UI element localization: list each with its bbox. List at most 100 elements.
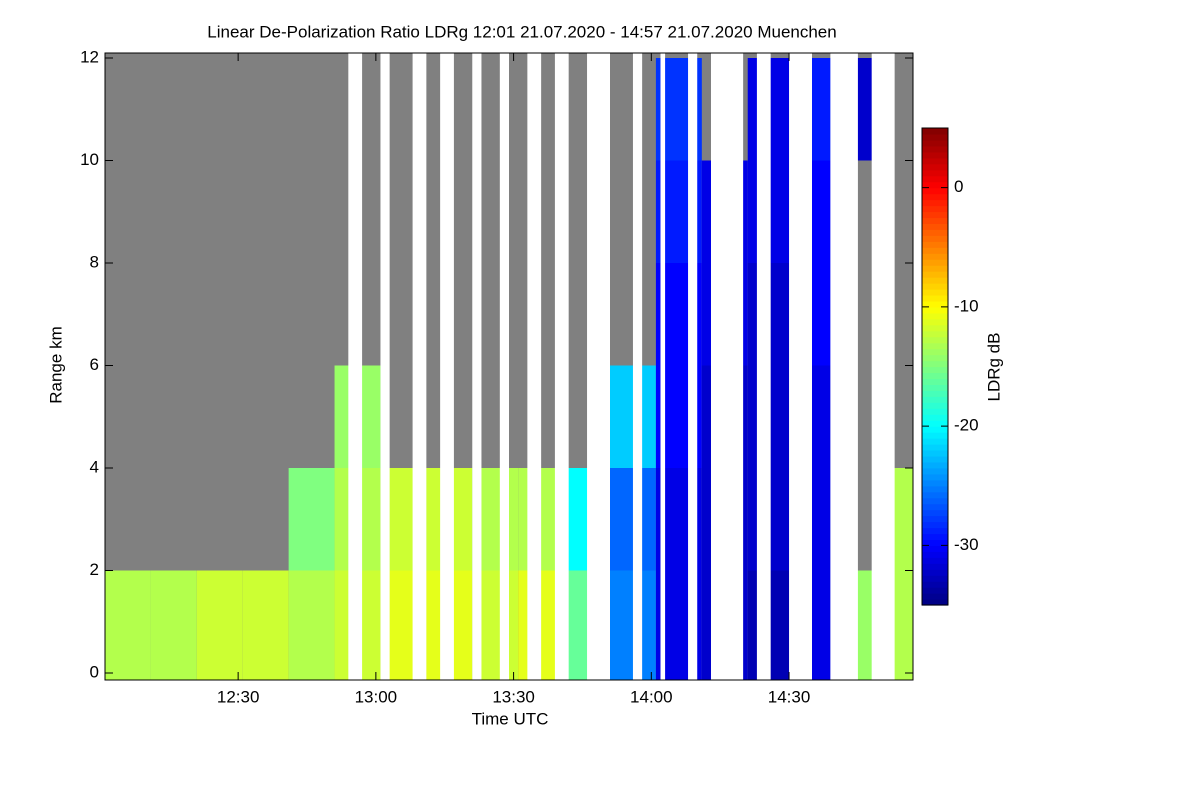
colorbar-swatch — [922, 581, 948, 588]
y-tick-label: 0 — [90, 662, 99, 681]
colorbar-swatch — [922, 277, 948, 284]
colorbar-swatch — [922, 557, 948, 564]
colorbar-swatch — [922, 461, 948, 469]
heatmap-cell — [747, 468, 794, 571]
colorbar-swatch — [922, 414, 948, 421]
colorbar-swatch — [922, 217, 948, 224]
colorbar-swatch — [922, 300, 948, 308]
data-gap — [660, 53, 666, 680]
colorbar-swatch — [922, 384, 948, 391]
y-tick-label: 12 — [80, 47, 99, 66]
colorbar-swatch — [922, 497, 948, 505]
data-gap — [871, 53, 895, 680]
chart-title: Linear De-Polarization Ratio LDRg 12:01 … — [207, 22, 836, 41]
colorbar-swatch — [922, 205, 948, 213]
y-tick-label: 8 — [90, 252, 99, 271]
colorbar-swatch — [922, 390, 948, 397]
colorbar-swatch — [922, 491, 948, 499]
colorbar-swatch — [922, 449, 948, 457]
x-tick-label: 12:30 — [217, 687, 260, 706]
colorbar-swatch — [922, 479, 948, 487]
colorbar-swatch — [922, 569, 948, 576]
colorbar-swatch — [922, 181, 948, 189]
colorbar-swatch — [922, 402, 948, 409]
colorbar-swatch — [922, 169, 948, 177]
data-gap — [830, 53, 858, 680]
colorbar-swatch — [922, 223, 948, 230]
colorbar-swatch — [922, 366, 948, 374]
x-tick-label: 13:30 — [492, 687, 535, 706]
data-gap — [499, 53, 509, 680]
data-gap — [440, 53, 454, 680]
heatmap-cell — [747, 58, 794, 161]
heatmap-cell — [747, 160, 794, 263]
colorbar-swatch — [922, 139, 948, 147]
colorbar-swatch — [922, 294, 948, 302]
colorbar-swatch — [922, 211, 948, 219]
colorbar-swatch — [922, 336, 948, 344]
x-tick-label: 14:00 — [630, 687, 673, 706]
colorbar-swatch — [922, 426, 948, 433]
colorbar-swatch — [922, 175, 948, 183]
colorbar-swatch — [922, 408, 948, 415]
colorbar-swatch — [922, 199, 948, 207]
colorbar-swatch — [922, 455, 948, 463]
heatmap-cell — [747, 365, 794, 468]
data-gap — [756, 53, 771, 680]
data-gap — [632, 53, 643, 680]
colorbar-swatch — [922, 432, 948, 439]
colorbar-swatch — [922, 360, 948, 368]
colorbar-swatch — [922, 145, 948, 153]
colorbar-swatch — [922, 503, 948, 511]
colorbar-swatch — [922, 265, 948, 272]
colorbar-swatch — [922, 259, 948, 266]
y-tick-label: 2 — [90, 560, 99, 579]
colorbar-swatch — [922, 193, 948, 201]
colorbar-swatch — [922, 527, 948, 535]
x-axis-label: Time UTC — [472, 709, 549, 728]
data-gap — [554, 53, 569, 680]
colorbar-swatch — [922, 271, 948, 278]
colorbar-swatch — [922, 533, 948, 541]
colorbar-swatch — [922, 539, 948, 546]
y-tick-label: 4 — [90, 457, 99, 476]
colorbar-swatch — [922, 247, 948, 254]
heatmap-cell — [288, 468, 335, 571]
colorbar-swatch — [922, 348, 948, 356]
x-tick-label: 13:00 — [355, 687, 398, 706]
colorbar-swatch — [922, 485, 948, 493]
heatmap-cell — [747, 263, 794, 366]
colorbar-swatch — [922, 599, 948, 606]
colorbar-frame — [921, 127, 949, 606]
heatmap-cell — [105, 570, 151, 680]
colorbar-swatch — [922, 318, 948, 326]
colorbar-swatch — [922, 587, 948, 594]
colorbar-swatch — [922, 187, 948, 195]
data-gap — [527, 53, 542, 680]
colorbar-swatch — [922, 473, 948, 481]
colorbar-swatch — [922, 128, 948, 135]
colorbar-swatch — [922, 330, 948, 338]
colorbar-swatch — [922, 515, 948, 523]
colorbar-swatch — [922, 545, 948, 552]
heatmap-cell — [150, 570, 197, 680]
data-gap — [348, 53, 363, 680]
colorbar-swatch — [922, 235, 948, 242]
data-gap — [472, 53, 482, 680]
colorbar-swatch — [922, 354, 948, 362]
data-gap — [587, 53, 610, 680]
data-gap — [711, 53, 744, 680]
colorbar-swatch — [922, 438, 948, 445]
colorbar-swatch — [922, 420, 948, 427]
colorbar-swatch — [922, 253, 948, 260]
colorbar-swatch — [922, 151, 948, 159]
colorbar-swatch — [922, 372, 948, 380]
y-tick-label: 6 — [90, 355, 99, 374]
colorbar-swatch — [922, 378, 948, 385]
data-gap — [380, 53, 390, 680]
y-tick-label: 10 — [80, 150, 99, 169]
colorbar-tick-label: -20 — [954, 416, 979, 435]
colorbar-swatch — [922, 444, 948, 451]
heatmap-cell — [288, 570, 335, 680]
